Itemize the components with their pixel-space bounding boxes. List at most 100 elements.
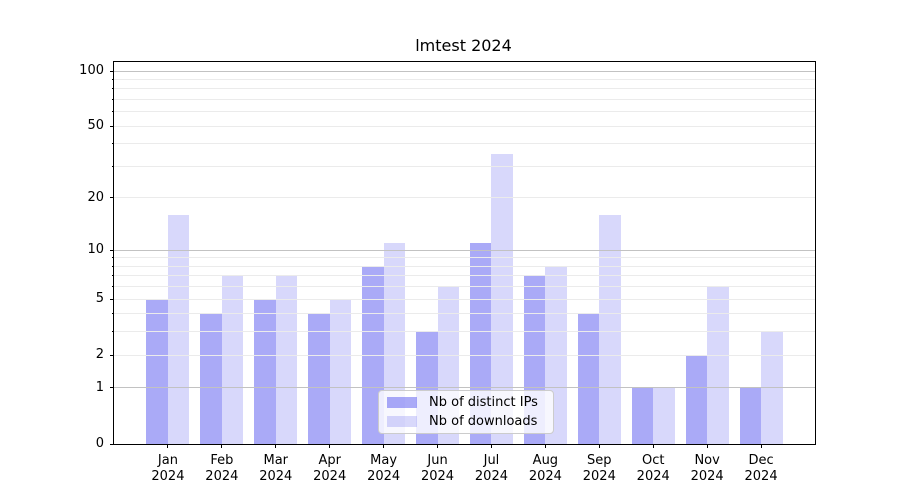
gridline-minor: [114, 286, 815, 288]
x-tick-year: 2024: [690, 469, 724, 484]
x-tick: [544, 444, 546, 448]
y-tick-label: 0: [95, 436, 104, 451]
bar-ips-apr: [308, 313, 330, 444]
x-tick-label: Feb 2024: [182, 453, 262, 485]
x-tick: [490, 444, 492, 448]
y-tick-minor: [112, 111, 114, 113]
x-tick-label: Jul 2024: [451, 453, 531, 485]
x-tick-year: 2024: [259, 469, 293, 484]
x-tick: [221, 444, 223, 448]
y-tick-minor: [112, 143, 114, 145]
y-tick-minor: [112, 313, 114, 315]
y-tick: [110, 443, 114, 445]
x-tick-year: 2024: [151, 469, 185, 484]
y-tick-label: 1: [95, 379, 104, 395]
gridline-minor: [114, 78, 815, 80]
x-tick-label: May 2024: [344, 453, 424, 485]
x-tick-label: Nov 2024: [667, 453, 747, 485]
gridline-minor: [114, 99, 815, 101]
y-tick-minor: [112, 257, 114, 259]
legend-swatch-distinct-ips: [387, 397, 417, 408]
y-tick-minor: [112, 197, 114, 199]
y-tick-minor: [112, 275, 114, 277]
x-tick-label: Mar 2024: [236, 453, 316, 485]
x-tick-month: Sep: [587, 453, 612, 468]
chart-title: lmtest 2024: [415, 36, 512, 55]
x-tick-month: Mar: [263, 453, 289, 468]
x-tick-month: Dec: [748, 453, 774, 468]
y-tick-label: 20: [87, 189, 104, 205]
gridline-minor: [114, 313, 815, 315]
bar-ips-sep: [577, 313, 600, 444]
gridline-minor: [114, 143, 815, 145]
x-tick: [167, 444, 169, 448]
y-tick-label: 10: [87, 242, 104, 258]
y-tick-minor: [112, 78, 114, 80]
x-tick: [652, 444, 654, 448]
gridline-major: [114, 249, 815, 251]
y-tick-minor: [112, 354, 114, 356]
x-tick: [598, 444, 600, 448]
legend: Nb of distinct IPs Nb of downloads: [378, 390, 554, 434]
y-tick-minor: [112, 99, 114, 101]
bar-downloads-mar: [275, 275, 298, 444]
y-tick-minor: [112, 286, 114, 288]
x-tick-label: Jun 2024: [398, 453, 478, 485]
x-tick-month: May: [370, 453, 398, 468]
x-tick-label: Oct 2024: [613, 453, 693, 485]
x-tick: [706, 444, 708, 448]
y-tick-minor: [112, 166, 114, 167]
y-tick-minor: [112, 331, 114, 333]
legend-item: Nb of distinct IPs: [387, 395, 547, 410]
x-tick-month: Jan: [157, 453, 178, 468]
x-tick-month: Aug: [532, 453, 559, 468]
y-tick-label: 100: [79, 63, 104, 79]
gridline-minor: [114, 331, 815, 333]
y-tick-label: 50: [87, 118, 104, 134]
x-tick: [383, 444, 385, 448]
gridline-minor: [114, 275, 815, 277]
bar-downloads-nov: [707, 286, 729, 444]
y-tick-minor: [112, 125, 114, 127]
gridline-minor: [114, 257, 815, 259]
x-tick-year: 2024: [313, 469, 347, 484]
bar-ips-dec: [739, 387, 762, 444]
y-tick: [110, 387, 114, 389]
legend-label: Nb of downloads: [429, 414, 538, 429]
legend-swatch-downloads: [387, 416, 417, 427]
x-tick: [437, 444, 439, 448]
y-tick-label: 2: [95, 347, 104, 363]
x-tick-year: 2024: [636, 469, 670, 484]
x-tick-month: Feb: [210, 453, 234, 468]
bar-ips-oct: [631, 387, 654, 444]
bar-ips-nov: [685, 355, 708, 444]
x-tick-year: 2024: [744, 469, 778, 484]
x-tick-month: Oct: [641, 453, 665, 468]
x-tick-year: 2024: [205, 469, 239, 484]
gridline-minor: [114, 166, 815, 167]
gridline-minor: [114, 265, 815, 267]
x-tick-month: Apr: [318, 453, 341, 468]
plot-area: Dec 2024 Nov 2024 Oct 2024 Sep 2024 Aug 2024 Jul 20…: [79, 61, 816, 484]
x-tick-year: 2024: [528, 469, 562, 484]
x-tick-year: 2024: [420, 469, 455, 484]
x-tick-month: Jun: [427, 453, 448, 468]
x-tick: [275, 444, 277, 448]
bar-ips-mar: [254, 299, 276, 444]
bar-downloads-sep: [599, 215, 621, 444]
x-tick-label: Dec 2024: [721, 453, 801, 485]
x-tick-year: 2024: [582, 469, 616, 484]
x-tick-month: Jul: [483, 453, 500, 468]
bar-downloads-feb: [221, 275, 244, 444]
gridline-minor: [114, 197, 815, 199]
x-tick-label: Aug 2024: [505, 453, 585, 485]
bar-ips-feb: [200, 313, 222, 444]
gridline-minor: [114, 88, 815, 90]
legend-label: Nb of distinct IPs: [429, 395, 538, 410]
legend-item: Nb of downloads: [387, 414, 547, 429]
x-tick-year: 2024: [474, 469, 508, 484]
y-tick-minor: [112, 298, 114, 300]
y-tick: [110, 70, 114, 72]
x-tick-label: Apr 2024: [290, 453, 370, 485]
